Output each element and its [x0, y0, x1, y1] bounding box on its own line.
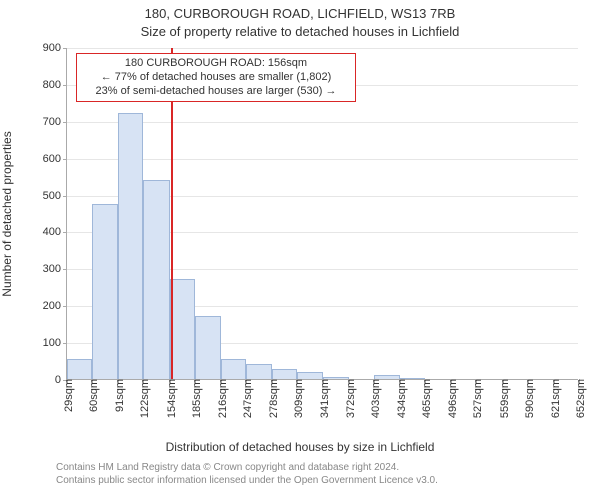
y-axis-label: Number of detached properties — [0, 131, 14, 296]
x-tick-label: 621sqm — [546, 379, 562, 418]
x-tick-label: 465sqm — [417, 379, 433, 418]
x-tick-label: 559sqm — [495, 379, 511, 418]
histogram-bar — [67, 359, 92, 379]
info-box-line: ← 77% of detached houses are smaller (1,… — [83, 71, 349, 85]
x-tick-label: 496sqm — [443, 379, 459, 418]
y-tick-label: 800 — [43, 79, 67, 91]
gridline-h — [67, 122, 578, 123]
footnote-line: Contains HM Land Registry data © Crown c… — [56, 462, 438, 475]
info-box-line: 23% of semi-detached houses are larger (… — [83, 85, 349, 99]
x-tick-label: 247sqm — [238, 379, 254, 418]
histogram-bar — [170, 279, 195, 379]
x-tick-label: 590sqm — [520, 379, 536, 418]
chart-title-line1: 180, CURBOROUGH ROAD, LICHFIELD, WS13 7R… — [0, 6, 600, 21]
y-tick-label: 700 — [43, 116, 67, 128]
footnote-line: Contains public sector information licen… — [56, 475, 438, 488]
x-tick-label: 91sqm — [110, 379, 126, 412]
x-tick-label: 278sqm — [264, 379, 280, 418]
x-tick-label: 29sqm — [59, 379, 75, 412]
x-tick-label: 372sqm — [341, 379, 357, 418]
x-tick-label: 403sqm — [366, 379, 382, 418]
info-box-line: 180 CURBOROUGH ROAD: 156sqm — [83, 57, 349, 71]
histogram-bar — [246, 364, 271, 379]
footnote: Contains HM Land Registry data © Crown c… — [56, 462, 438, 487]
x-axis-label: Distribution of detached houses by size … — [0, 440, 600, 454]
x-tick-label: 60sqm — [84, 379, 100, 412]
x-tick-label: 652sqm — [571, 379, 587, 418]
y-tick-label: 300 — [43, 263, 67, 275]
histogram-bar — [195, 316, 220, 379]
x-tick-label: 434sqm — [392, 379, 408, 418]
y-tick-label: 500 — [43, 190, 67, 202]
histogram-bar — [221, 359, 246, 379]
y-tick-label: 600 — [43, 153, 67, 165]
x-tick-label: 527sqm — [468, 379, 484, 418]
x-tick-label: 154sqm — [162, 379, 178, 418]
histogram-bar — [143, 180, 169, 379]
marker-info-box: 180 CURBOROUGH ROAD: 156sqm← 77% of deta… — [76, 53, 356, 102]
y-tick-label: 100 — [43, 337, 67, 349]
x-tick-label: 309sqm — [289, 379, 305, 418]
histogram-bar — [92, 204, 117, 379]
y-tick-label: 200 — [43, 300, 67, 312]
histogram-bar — [272, 369, 297, 379]
gridline-h — [67, 48, 578, 49]
gridline-h — [67, 159, 578, 160]
x-tick-label: 122sqm — [135, 379, 151, 418]
histogram-bar — [297, 372, 323, 379]
x-tick-label: 341sqm — [315, 379, 331, 418]
y-tick-label: 400 — [43, 226, 67, 238]
y-tick-label: 900 — [43, 42, 67, 54]
chart-title-line2: Size of property relative to detached ho… — [0, 24, 600, 39]
x-tick-label: 185sqm — [187, 379, 203, 418]
x-tick-label: 216sqm — [213, 379, 229, 418]
histogram-bar — [118, 113, 143, 379]
